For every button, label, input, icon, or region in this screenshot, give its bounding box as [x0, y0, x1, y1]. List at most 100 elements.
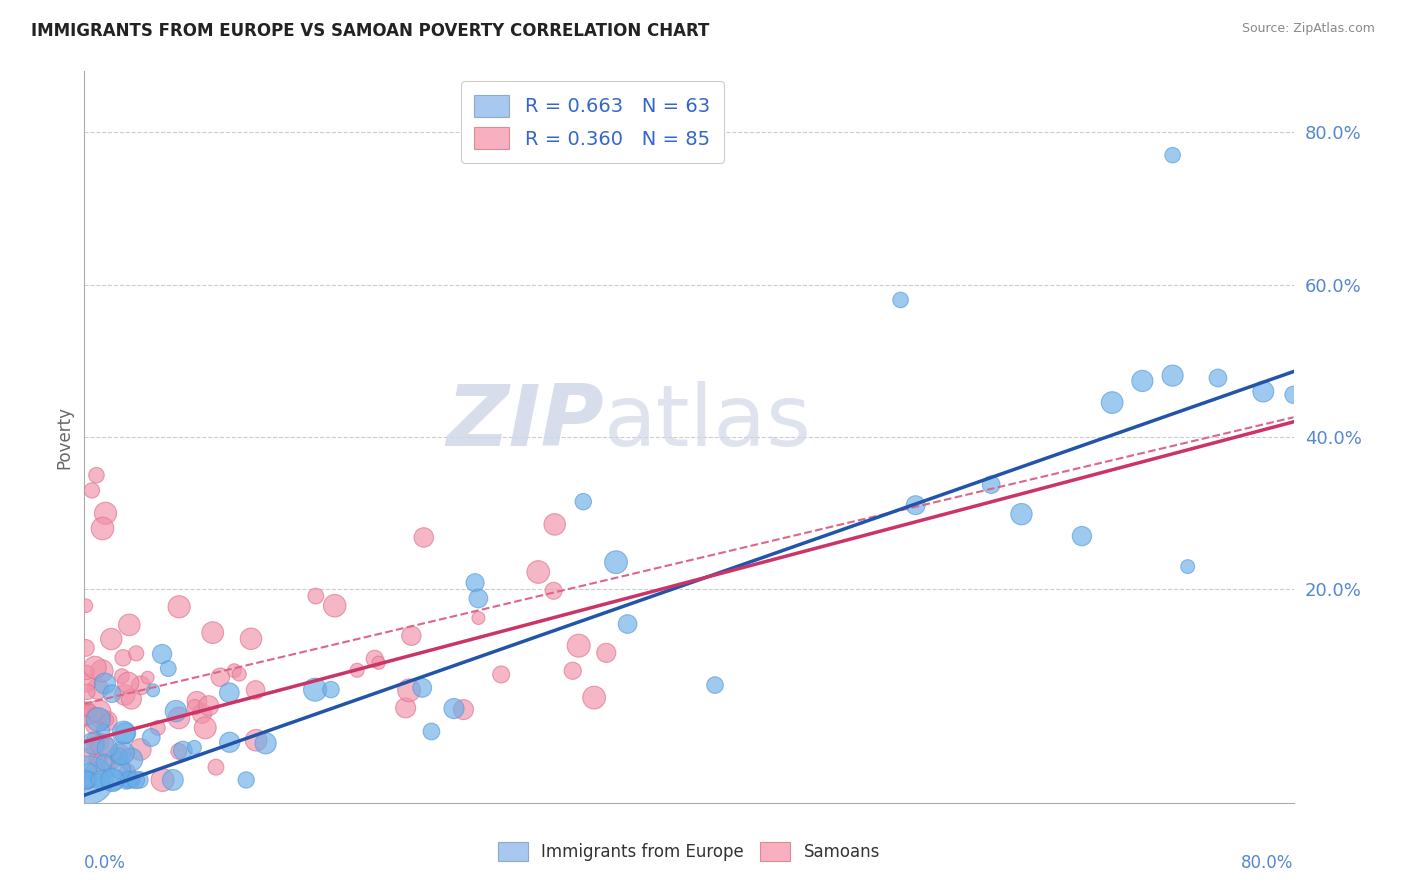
Point — [323, 599, 346, 613]
Point — [235, 772, 257, 787]
Point — [167, 711, 190, 725]
Point — [79, 704, 101, 718]
Point — [1282, 388, 1305, 402]
Point — [443, 701, 465, 715]
Point — [83, 719, 105, 733]
Point — [194, 721, 217, 735]
Point — [111, 669, 134, 683]
Point — [543, 583, 565, 598]
Point — [218, 735, 240, 749]
Point — [77, 772, 100, 787]
Point — [117, 675, 139, 690]
Point — [76, 675, 98, 690]
Point — [84, 707, 107, 722]
Point — [218, 686, 240, 700]
Text: atlas: atlas — [605, 381, 813, 464]
Point — [346, 663, 368, 677]
Point — [76, 665, 98, 680]
Point — [103, 751, 125, 765]
Point — [245, 733, 267, 747]
Point — [150, 647, 173, 661]
Text: 0.0%: 0.0% — [84, 854, 127, 872]
Point — [1130, 374, 1153, 388]
Point — [228, 667, 250, 681]
Point — [87, 772, 110, 787]
Point — [91, 664, 114, 678]
Point — [91, 723, 114, 738]
Point — [84, 739, 107, 753]
Point — [561, 664, 583, 678]
Point — [1161, 368, 1184, 383]
Point — [319, 682, 342, 697]
Point — [583, 690, 606, 705]
Point — [1161, 148, 1184, 162]
Point — [96, 740, 118, 755]
Point — [398, 683, 420, 698]
Point — [364, 652, 387, 666]
Point — [245, 682, 267, 697]
Point — [75, 706, 97, 721]
Point — [184, 700, 207, 714]
Point — [117, 764, 139, 779]
Point — [162, 772, 184, 787]
Point — [121, 772, 143, 787]
Point — [304, 682, 326, 697]
Point — [572, 494, 595, 508]
Point — [108, 749, 131, 764]
Point — [401, 629, 423, 643]
Point — [568, 639, 591, 653]
Point — [209, 670, 232, 684]
Text: ZIP: ZIP — [447, 381, 605, 464]
Point — [605, 555, 627, 569]
Point — [1253, 384, 1275, 399]
Point — [90, 712, 112, 726]
Point — [146, 721, 169, 735]
Point — [704, 678, 727, 692]
Point — [120, 753, 142, 767]
Point — [114, 688, 136, 702]
Point — [77, 772, 100, 787]
Point — [165, 704, 187, 718]
Point — [118, 772, 141, 787]
Point — [1206, 371, 1229, 385]
Text: Source: ZipAtlas.com: Source: ZipAtlas.com — [1241, 22, 1375, 36]
Point — [100, 632, 122, 646]
Point — [121, 772, 143, 787]
Point — [411, 681, 433, 695]
Point — [108, 749, 131, 764]
Point — [89, 736, 111, 750]
Point — [115, 772, 138, 787]
Point — [183, 740, 205, 755]
Text: 80.0%: 80.0% — [1241, 854, 1294, 872]
Point — [1011, 507, 1033, 521]
Point — [527, 565, 550, 579]
Point — [120, 692, 142, 706]
Point — [75, 640, 97, 655]
Point — [110, 763, 132, 777]
Point — [254, 736, 277, 750]
Point — [76, 685, 98, 699]
Point — [616, 617, 638, 632]
Point — [128, 772, 150, 787]
Point — [157, 662, 180, 676]
Point — [1071, 529, 1094, 543]
Point — [108, 747, 131, 762]
Point — [412, 531, 434, 545]
Point — [75, 599, 97, 613]
Point — [112, 725, 135, 739]
Point — [142, 683, 165, 698]
Point — [80, 483, 103, 498]
Point — [467, 611, 489, 625]
Point — [224, 664, 246, 678]
Point — [91, 521, 114, 535]
Point — [93, 756, 115, 770]
Text: IMMIGRANTS FROM EUROPE VS SAMOAN POVERTY CORRELATION CHART: IMMIGRANTS FROM EUROPE VS SAMOAN POVERTY… — [31, 22, 709, 40]
Point — [595, 646, 617, 660]
Point — [191, 706, 214, 721]
Point — [98, 763, 121, 777]
Point — [464, 575, 486, 590]
Point — [1101, 395, 1123, 409]
Point — [87, 713, 110, 727]
Point — [86, 468, 108, 483]
Point — [112, 650, 135, 665]
